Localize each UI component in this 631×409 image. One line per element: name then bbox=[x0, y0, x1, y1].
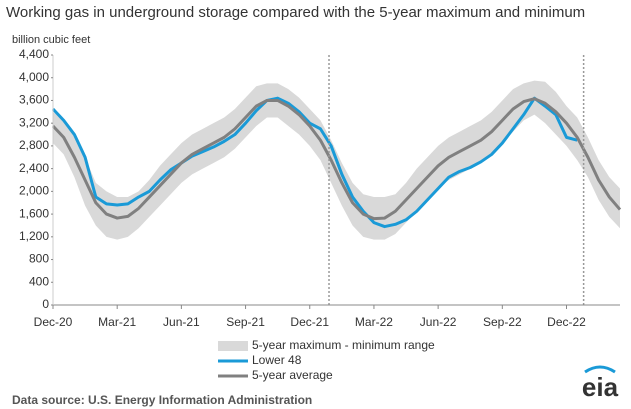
y-tick-label: 4,400 bbox=[19, 47, 49, 61]
x-tick-label: Sep-21 bbox=[226, 315, 265, 329]
series-line bbox=[51, 96, 578, 229]
chart-title: Working gas in underground storage compa… bbox=[6, 4, 585, 21]
y-tick-label: 2,400 bbox=[19, 161, 49, 175]
y-tick-label: 3,600 bbox=[19, 93, 49, 107]
source-note: Data source: U.S. Energy Information Adm… bbox=[12, 393, 312, 407]
y-tick-label: 800 bbox=[29, 252, 49, 266]
legend-label: Lower 48 bbox=[252, 353, 302, 367]
logo: eia bbox=[582, 372, 619, 402]
y-axis-label: billion cubic feet bbox=[12, 34, 90, 46]
y-tick-label: 1,600 bbox=[19, 206, 49, 220]
x-tick-label: Sep-22 bbox=[483, 315, 522, 329]
y-tick-label: 400 bbox=[29, 274, 49, 288]
y-tick-label: 4,000 bbox=[19, 70, 49, 84]
legend-swatch bbox=[218, 341, 248, 351]
x-tick-label: Dec-21 bbox=[290, 315, 329, 329]
x-tick-label: Dec-20 bbox=[34, 315, 73, 329]
x-tick-label: Jun-22 bbox=[420, 315, 457, 329]
y-tick-label: 1,200 bbox=[19, 229, 49, 243]
x-tick-label: Mar-22 bbox=[355, 315, 393, 329]
y-tick-label: 0 bbox=[42, 297, 49, 311]
x-tick-label: Dec-22 bbox=[547, 315, 586, 329]
x-tick-label: Jun-21 bbox=[163, 315, 200, 329]
series-line bbox=[51, 97, 622, 221]
legend-label: 5-year maximum - minimum range bbox=[252, 338, 435, 352]
y-tick-label: 2,800 bbox=[19, 138, 49, 152]
y-tick-label: 3,200 bbox=[19, 115, 49, 129]
y-tick-label: 2,000 bbox=[19, 184, 49, 198]
legend-label: 5-year average bbox=[252, 368, 333, 382]
logo-arc bbox=[584, 365, 616, 374]
x-tick-label: Mar-21 bbox=[98, 315, 136, 329]
